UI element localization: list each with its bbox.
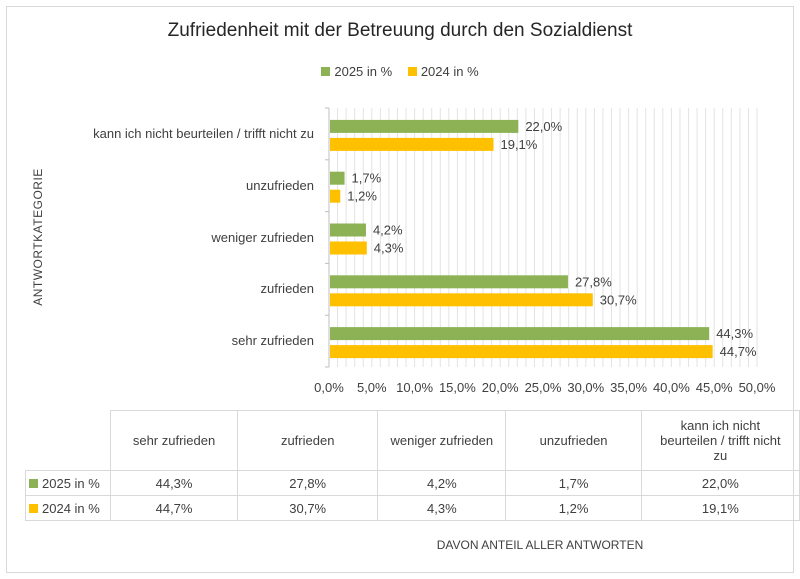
bar — [330, 189, 341, 203]
table-header: kann ich nicht beurteilen / trifft nicht… — [640, 410, 800, 471]
row-label: 2025 in % — [25, 470, 111, 496]
category-label: weniger zufrieden — [211, 229, 314, 245]
table-row: 2025 in % 44,3% 27,8% 4,2% 1,7% 22,0% — [25, 470, 800, 496]
data-label: 4,2% — [373, 223, 403, 238]
category-label: kann ich nicht beurteilen / trifft nicht… — [93, 125, 314, 141]
table-cell: 4,2% — [377, 470, 507, 496]
x-tick-label: 25,0% — [525, 380, 562, 395]
x-tick-label: 35,0% — [610, 380, 647, 395]
row-label: 2024 in % — [25, 495, 111, 521]
legend-item-2024: 2024 in % — [407, 64, 479, 79]
bar — [330, 275, 568, 289]
chart-border — [6, 6, 794, 573]
x-tick-label: 15,0% — [439, 380, 476, 395]
table-header: weniger zufrieden — [377, 410, 507, 471]
data-label: 44,3% — [716, 326, 753, 341]
bar — [330, 137, 494, 151]
x-tick-label: 0,0% — [314, 380, 344, 395]
bar — [330, 171, 345, 185]
legend-item-2025: 2025 in % — [321, 64, 392, 79]
row-label-text: 2024 in % — [42, 500, 100, 516]
bar — [330, 327, 710, 341]
table-cell: 27,8% — [237, 470, 379, 496]
plot-area: 0,0% 5,0% 10,0% 15,0% 20,0% 25,0% 30,0% 35,0% 40… — [314, 107, 776, 395]
table-header: sehr zufrieden — [109, 410, 239, 471]
legend-swatch — [29, 503, 38, 513]
legend: 2025 in % 2024 in % — [0, 64, 800, 79]
x-tick-label: 20,0% — [482, 380, 519, 395]
legend-swatch — [407, 67, 417, 76]
table-cell: 44,7% — [109, 495, 239, 521]
data-label: 30,7% — [600, 292, 637, 307]
legend-label: 2025 in % — [334, 64, 393, 79]
table-header: unzufrieden — [505, 410, 642, 471]
x-tick-label: 45,0% — [696, 380, 733, 395]
bar — [330, 119, 519, 133]
category-label: unzufrieden — [246, 177, 314, 193]
x-tick-label: 40,0% — [653, 380, 690, 395]
x-tick-label: 5,0% — [357, 380, 387, 395]
legend-swatch — [29, 478, 38, 488]
data-label: 27,8% — [575, 274, 612, 289]
table-cell: 1,7% — [505, 470, 642, 496]
bar — [330, 223, 366, 237]
data-label: 22,0% — [525, 119, 562, 134]
x-axis-title: DAVON ANTEIL ALLER ANTWORTEN — [436, 538, 644, 552]
table-cell: 4,3% — [377, 495, 507, 521]
data-label: 44,7% — [720, 344, 757, 359]
bar — [330, 241, 367, 255]
table-corner — [25, 410, 111, 471]
data-label: 19,1% — [500, 137, 537, 152]
chart-title: Zufriedenheit mit der Betreuung durch de… — [167, 20, 633, 41]
category-label: zufrieden — [260, 281, 314, 297]
data-label: 4,3% — [374, 241, 404, 256]
bar — [330, 345, 713, 359]
x-tick-label: 10,0% — [396, 380, 433, 395]
data-label: 1,2% — [347, 189, 377, 204]
x-tick-label: 30,0% — [567, 380, 604, 395]
table-cell: 22,0% — [640, 470, 800, 496]
table-row: 2024 in % 44,7% 30,7% 4,3% 1,2% 19,1% — [25, 495, 800, 521]
data-label: 1,7% — [352, 171, 382, 186]
table-cell: 19,1% — [640, 495, 800, 521]
legend-label: 2024 in % — [420, 64, 479, 79]
table-cell: 30,7% — [237, 495, 379, 521]
legend-swatch — [321, 67, 331, 76]
category-label: sehr zufrieden — [231, 333, 314, 349]
table-cell: 1,2% — [505, 495, 642, 521]
data-table: sehr zufrieden zufrieden weniger zufried… — [25, 410, 800, 521]
x-tick-label: 50,0% — [739, 380, 776, 395]
bar — [330, 293, 593, 307]
table-header: zufrieden — [237, 410, 379, 471]
table-cell: 44,3% — [109, 470, 239, 496]
row-label-text: 2025 in % — [42, 475, 100, 491]
